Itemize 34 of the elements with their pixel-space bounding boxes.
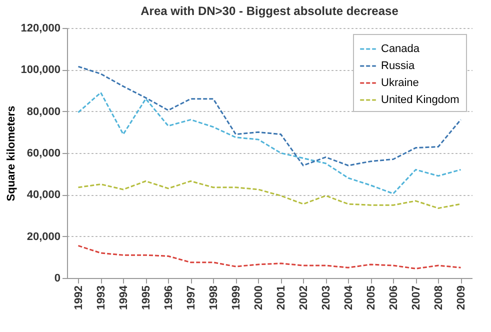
y-tick-label: 120,000 xyxy=(20,22,60,34)
y-tick-label: 20,000 xyxy=(26,230,60,243)
y-tick-label: 60,000 xyxy=(26,148,60,160)
x-tick-label: 2003 xyxy=(320,286,332,310)
x-tick-label: 2000 xyxy=(252,286,265,310)
legend-label: Ukraine xyxy=(381,77,419,89)
line-series xyxy=(78,180,462,209)
y-tick-label: 40,000 xyxy=(26,189,60,202)
legend-label: Canada xyxy=(381,43,420,55)
line-series xyxy=(78,92,462,194)
x-tick-label: 1996 xyxy=(162,286,175,310)
x-tick-label: 1998 xyxy=(208,286,220,310)
x-tick-label: 2002 xyxy=(298,286,310,310)
legend-label: United Kingdom xyxy=(381,94,460,106)
x-tick-label: 2008 xyxy=(432,286,445,310)
y-axis-title: Square kilometers xyxy=(6,106,18,202)
y-tick-label: 80,000 xyxy=(26,106,60,118)
x-tick-label: 2001 xyxy=(275,286,288,310)
x-tick-label: 2007 xyxy=(410,286,422,310)
x-tick-label: 2006 xyxy=(388,286,400,310)
x-tick-label: 2004 xyxy=(342,284,355,310)
x-tick-label: 1997 xyxy=(185,286,198,310)
x-tick-label: 2005 xyxy=(365,286,378,310)
y-tick-label: 0 xyxy=(54,272,60,284)
y-tick-label: 100,000 xyxy=(20,64,60,76)
x-tick-label: 1993 xyxy=(95,286,108,310)
line-series xyxy=(78,244,462,270)
x-tick-label: 1999 xyxy=(230,286,242,310)
chart-title: Area with DN>30 - Biggest absolute decrease xyxy=(140,4,399,18)
x-tick-label: 1995 xyxy=(140,286,152,310)
x-tick-label: 2009 xyxy=(455,286,468,310)
x-tick-label: 1992 xyxy=(72,286,85,310)
legend-label: Russia xyxy=(381,60,416,72)
x-tick-label: 1994 xyxy=(118,284,130,310)
